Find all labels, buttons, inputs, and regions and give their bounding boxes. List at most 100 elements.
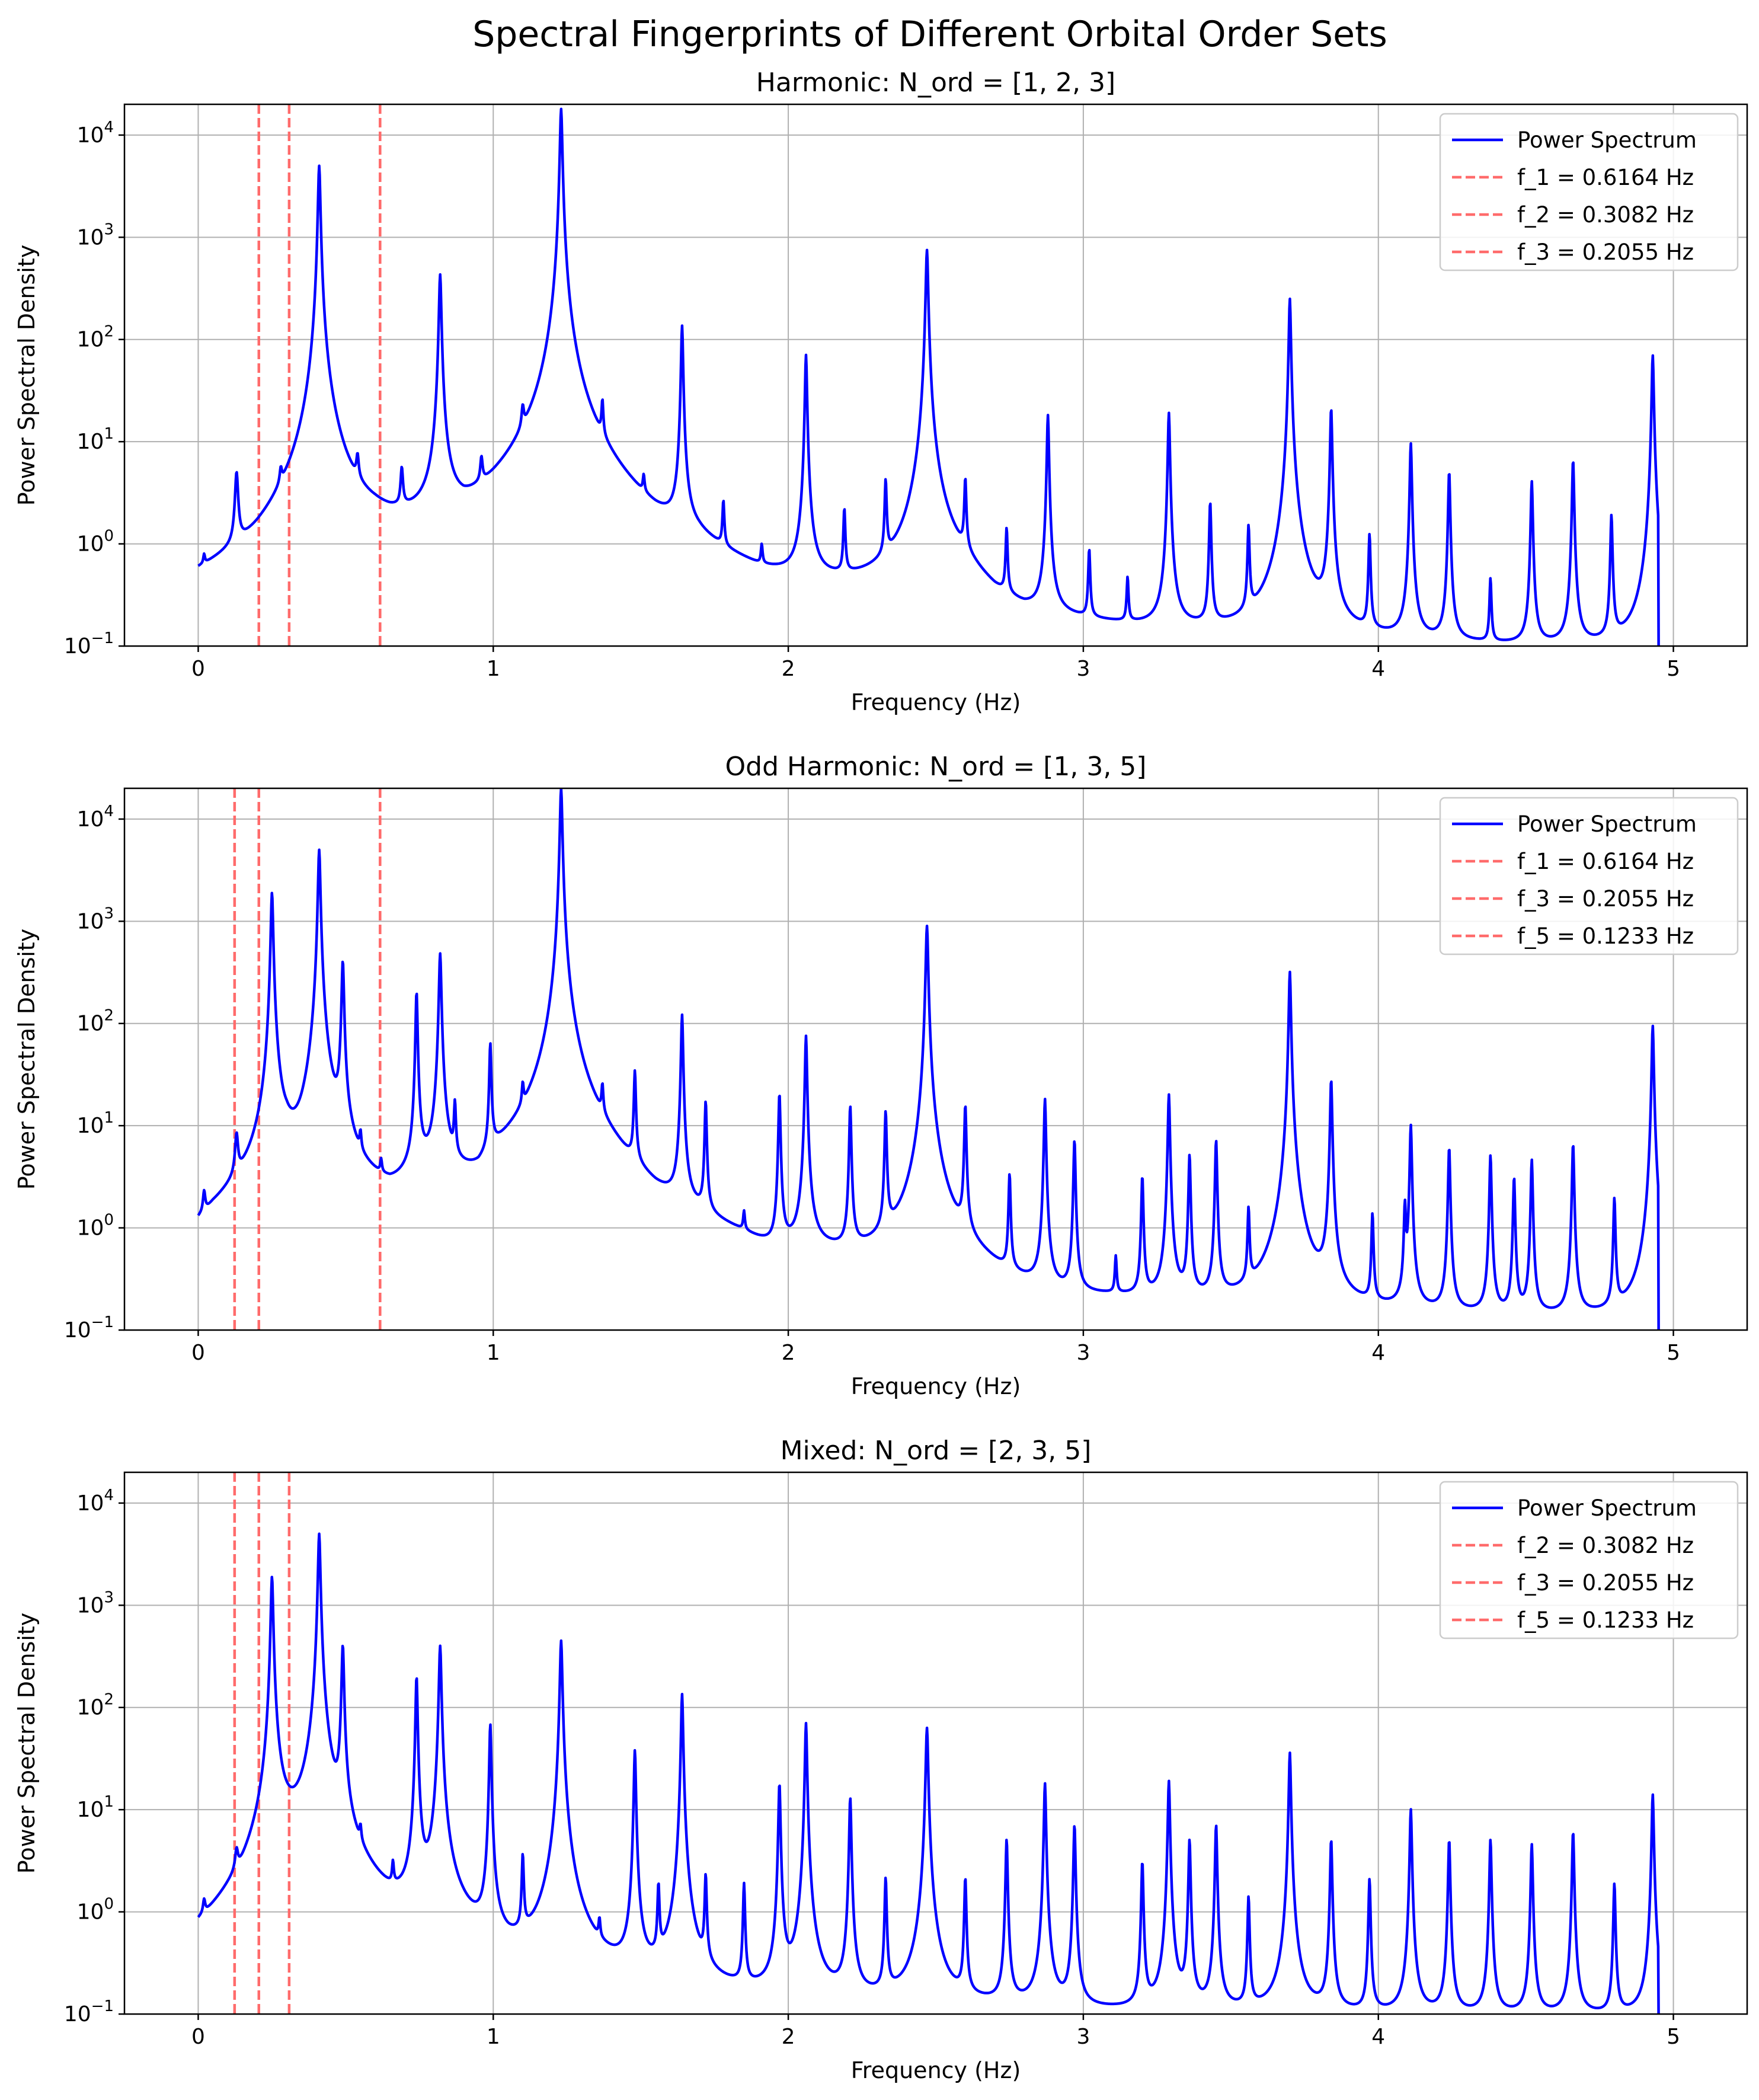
y-tick-exponent: 4 <box>104 119 114 136</box>
y-tick-label: 104 <box>77 803 114 832</box>
y-tick-label: 101 <box>77 1793 114 1822</box>
legend-label: Power Spectrum <box>1517 127 1697 153</box>
panel-title: Odd Harmonic: N_ord = [1, 3, 5] <box>725 752 1147 782</box>
y-tick-base: 10 <box>77 1216 104 1241</box>
y-tick-exponent: 2 <box>104 1691 114 1709</box>
legend-box <box>1439 797 1739 955</box>
legend-box <box>1439 113 1739 271</box>
y-tick-base: 10 <box>64 1318 91 1343</box>
power-spectrum-line <box>197 107 1660 646</box>
legend: Power Spectrum f_2 = 0.3082 Hz f_3 = 0.205… <box>1439 1481 1739 1639</box>
y-tick-exponent: 1 <box>104 425 114 443</box>
x-axis-label: Frequency (Hz) <box>851 1373 1021 1399</box>
x-tick-label: 3 <box>1076 657 1090 681</box>
x-axis-label: Frequency (Hz) <box>851 2057 1021 2083</box>
legend-label: f_3 = 0.2055 Hz <box>1517 239 1694 265</box>
y-axis-label: Power Spectral Density <box>14 245 40 506</box>
y-tick-exponent: 2 <box>104 1007 114 1025</box>
legend-label: f_5 = 0.1233 Hz <box>1517 923 1694 949</box>
y-tick-exponent: 3 <box>104 1588 114 1606</box>
legend-label: f_1 = 0.6164 Hz <box>1517 849 1694 874</box>
x-tick-label: 5 <box>1667 2025 1680 2049</box>
y-tick-label: 10−1 <box>64 1313 114 1343</box>
x-axis-label: Frequency (Hz) <box>851 689 1021 715</box>
y-tick-base: 10 <box>77 328 104 352</box>
y-tick-label: 102 <box>77 323 114 352</box>
y-tick-label: 102 <box>77 1007 114 1036</box>
y-axis-label: Power Spectral Density <box>14 1613 40 1874</box>
y-tick-base: 10 <box>64 2002 91 2027</box>
y-tick-label: 101 <box>77 425 114 454</box>
y-tick-exponent: 1 <box>104 1793 114 1811</box>
legend-label: f_3 = 0.2055 Hz <box>1517 1570 1694 1596</box>
x-tick-label: 2 <box>782 2025 795 2049</box>
y-tick-label: 101 <box>77 1109 114 1138</box>
x-tick-label: 1 <box>487 657 500 681</box>
y-tick-base: 10 <box>77 807 104 832</box>
x-tick-label: 1 <box>487 2025 500 2049</box>
y-tick-base: 10 <box>77 1491 104 1516</box>
y-tick-base: 10 <box>77 1798 104 1822</box>
legend-label: f_1 = 0.6164 Hz <box>1517 165 1694 190</box>
axes-frame <box>123 787 1748 1331</box>
y-tick-base: 10 <box>77 1114 104 1138</box>
x-tick-label: 0 <box>191 2025 205 2049</box>
legend-label: f_2 = 0.3082 Hz <box>1517 202 1694 228</box>
y-tick-exponent: 4 <box>104 1487 114 1504</box>
x-tick-label: 5 <box>1667 657 1680 681</box>
y-tick-base: 10 <box>77 1593 104 1618</box>
x-tick-label: 1 <box>487 1341 500 1365</box>
y-tick-base: 10 <box>64 634 91 659</box>
y-tick-base: 10 <box>77 430 104 454</box>
x-tick-label: 0 <box>191 657 205 681</box>
y-tick-label: 103 <box>77 220 114 250</box>
y-tick-exponent: −1 <box>91 1313 114 1331</box>
figure-title: Spectral Fingerprints of Different Orbit… <box>472 14 1387 55</box>
y-tick-label: 10−1 <box>64 629 114 659</box>
y-tick-label: 103 <box>77 1588 114 1618</box>
legend-label: f_5 = 0.1233 Hz <box>1517 1607 1694 1633</box>
legend-label: Power Spectrum <box>1517 1495 1697 1521</box>
legend-label: Power Spectrum <box>1517 811 1697 837</box>
y-tick-base: 10 <box>77 909 104 934</box>
x-tick-label: 2 <box>782 657 795 681</box>
legend-box <box>1439 1481 1739 1639</box>
x-tick-label: 4 <box>1371 2025 1385 2049</box>
y-tick-exponent: 1 <box>104 1109 114 1127</box>
y-tick-exponent: 0 <box>104 1212 114 1229</box>
y-tick-label: 100 <box>77 528 114 557</box>
y-tick-base: 10 <box>77 123 104 148</box>
x-tick-label: 2 <box>782 1341 795 1365</box>
y-tick-exponent: 3 <box>104 220 114 238</box>
y-tick-exponent: 3 <box>104 904 114 922</box>
x-tick-label: 5 <box>1667 1341 1680 1365</box>
y-tick-base: 10 <box>77 1696 104 1720</box>
y-tick-base: 10 <box>77 532 104 557</box>
y-tick-exponent: 0 <box>104 1896 114 1913</box>
legend-label: f_2 = 0.3082 Hz <box>1517 1533 1694 1558</box>
y-tick-label: 10−1 <box>64 1997 114 2027</box>
y-tick-exponent: 2 <box>104 323 114 341</box>
y-tick-base: 10 <box>77 225 104 250</box>
y-tick-label: 104 <box>77 1487 114 1516</box>
y-tick-exponent: −1 <box>91 629 114 647</box>
power-spectrum-line <box>197 788 1660 1330</box>
y-tick-label: 100 <box>77 1896 114 1925</box>
y-tick-base: 10 <box>77 1900 104 1925</box>
axes-frame <box>123 1471 1748 2015</box>
y-axis-label: Power Spectral Density <box>14 929 40 1190</box>
y-tick-label: 100 <box>77 1212 114 1241</box>
axes-frame <box>123 103 1748 647</box>
x-tick-label: 4 <box>1371 657 1385 681</box>
legend-label: f_3 = 0.2055 Hz <box>1517 886 1694 912</box>
x-tick-label: 0 <box>191 1341 205 1365</box>
x-tick-label: 3 <box>1076 2025 1090 2049</box>
y-tick-label: 104 <box>77 119 114 148</box>
legend: Power Spectrum f_1 = 0.6164 Hz f_2 = 0.308… <box>1439 113 1739 271</box>
x-tick-label: 4 <box>1371 1341 1385 1365</box>
